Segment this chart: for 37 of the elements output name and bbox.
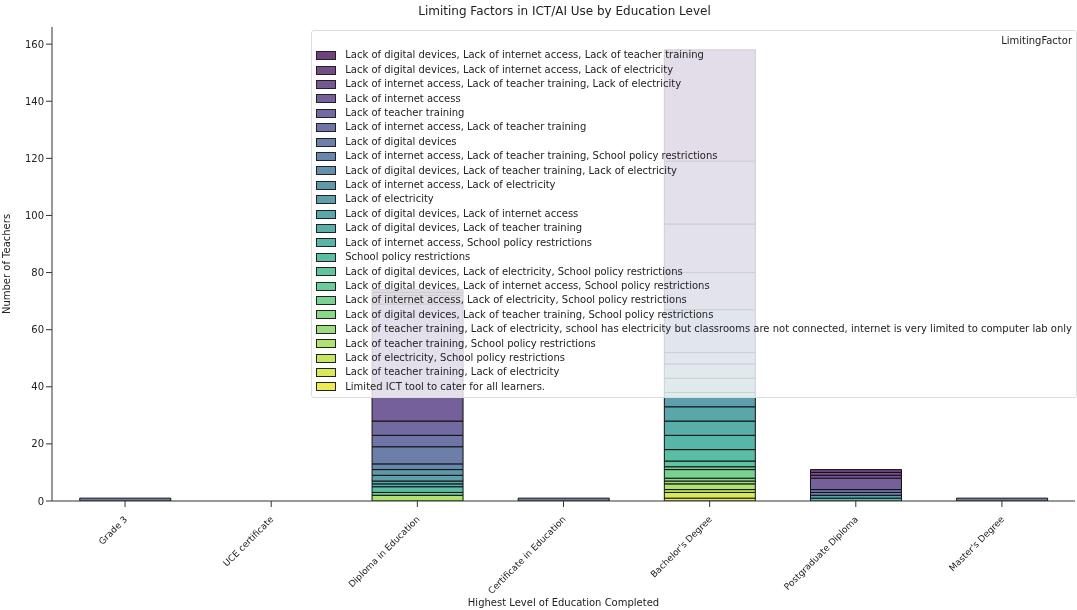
y-tick-label: 40 <box>31 381 44 393</box>
y-axis-title: Number of Teachers <box>0 213 12 315</box>
legend-label: Lack of internet access, Lack of electricity <box>345 178 556 193</box>
legend-label: Lack of digital devices, Lack of electricity, School policy restrictions <box>345 264 683 279</box>
legend-label: Lack of internet access, Lack of teacher training, School policy restrictions <box>345 149 718 164</box>
legend-label: Lack of internet access, Lack of electricity, School policy restrictions <box>345 293 687 308</box>
y-tick-label: 20 <box>31 438 44 450</box>
y-tick-label: 160 <box>24 38 44 50</box>
legend-label: Lack of electricity <box>345 192 434 207</box>
legend-label: Lack of internet access, School policy restrictions <box>345 235 592 250</box>
legend-label: Limited ICT tool to cater for all learners. <box>345 379 546 394</box>
legend-label: Lack of digital devices, Lack of internet access, School policy restrictions <box>345 278 710 293</box>
y-tick-label: 80 <box>31 267 44 279</box>
legend-label: Lack of digital devices, Lack of teacher training, School policy restrictions <box>345 307 714 322</box>
legend-label: Lack of internet access, Lack of teacher training, Lack of electricity <box>345 77 682 92</box>
legend-label: Lack of digital devices, Lack of internet access, Lack of electricity <box>345 62 674 77</box>
legend-label: Lack of electricity, School policy restrictions <box>345 350 566 365</box>
legend-label: Lack of teacher training, Lack of electricity <box>345 365 560 380</box>
legend-label: Lack of digital devices, Lack of teacher training <box>345 221 583 236</box>
legend-label: Lack of digital devices, Lack of teacher training, Lack of electricity <box>345 163 677 178</box>
legend-label: Lack of internet access <box>345 91 461 106</box>
legend-label: Lack of digital devices <box>345 134 457 149</box>
x-axis-title: Highest Level of Education Completed <box>467 597 660 608</box>
y-tick-label: 100 <box>24 210 44 222</box>
legend-label: Lack of teacher training <box>345 106 465 121</box>
y-tick-label: 140 <box>24 95 44 107</box>
chart-title: Limiting Factors in ICT/AI Use by Education Level <box>417 4 712 18</box>
legend-label: School policy restrictions <box>345 250 471 265</box>
legend-label: Lack of teacher training, Lack of electricity, school has electricity but classrooms are not connected, internet is very limited to computer lab only <box>345 322 1072 337</box>
legend-label: Lack of digital devices, Lack of internet access, Lack of teacher training <box>345 48 704 63</box>
legend-label: Lack of teacher training, School policy restrictions <box>345 336 596 351</box>
y-tick-label: 0 <box>37 495 44 507</box>
legend-title: LimitingFactor <box>1000 34 1072 48</box>
legend-label: Lack of digital devices, Lack of internet access <box>345 206 579 221</box>
legend-label: Lack of internet access, Lack of teacher training <box>345 120 587 135</box>
y-tick-label: 120 <box>24 152 44 164</box>
y-tick-label: 60 <box>31 324 44 336</box>
